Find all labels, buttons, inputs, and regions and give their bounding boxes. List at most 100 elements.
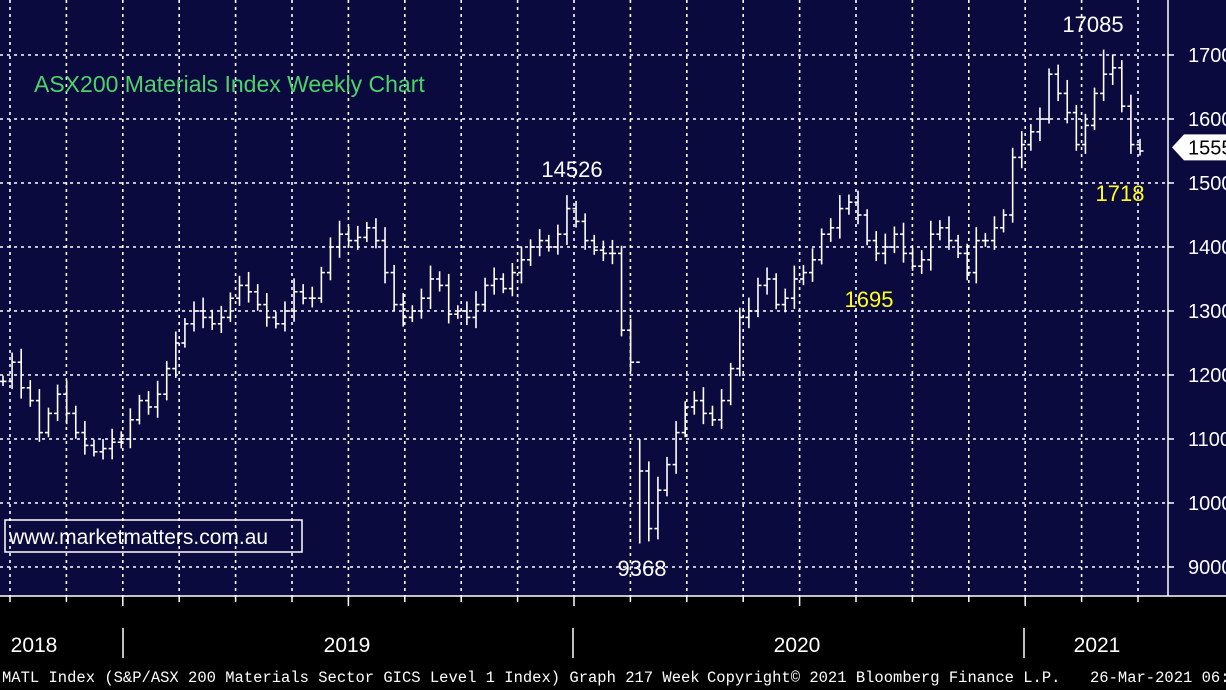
price-bar: [736, 307, 744, 377]
price-bar: [417, 288, 425, 319]
price-bar: [390, 264, 398, 311]
price-bar: [1100, 49, 1108, 102]
price-bar: [299, 284, 307, 305]
price-bar: [809, 248, 817, 282]
price-bar: [517, 246, 525, 284]
price-bar: [372, 218, 380, 249]
price-bar: [172, 331, 180, 378]
watermark-box: [4, 519, 303, 553]
price-bar: [117, 431, 125, 449]
price-bar: [836, 195, 844, 239]
y-tick-label: 15000: [1188, 173, 1226, 195]
last-price-tag-shape: [1172, 134, 1226, 161]
price-bar: [845, 194, 853, 215]
annotation-high-2021: 17085: [1062, 12, 1123, 37]
x-tick-label: 2019: [324, 634, 371, 657]
price-bar: [872, 231, 880, 262]
price-bar: [317, 266, 325, 303]
footer-date: 26-Mar-2021 06:: [1090, 669, 1226, 687]
price-bar: [1091, 87, 1099, 131]
price-bar: [972, 227, 980, 284]
price-bar: [754, 277, 762, 318]
price-bar: [563, 195, 571, 245]
price-bar: [1127, 94, 1135, 154]
price-bar: [345, 226, 353, 247]
price-bar: [763, 267, 771, 295]
price-bar: [1054, 64, 1062, 102]
price-bar: [181, 318, 189, 348]
price-bar: [217, 305, 225, 334]
x-tick-label: 2020: [774, 634, 821, 657]
y-tick-label: 13000: [1188, 301, 1226, 323]
price-bar: [890, 226, 898, 254]
price-bar: [981, 232, 989, 247]
price-bar: [1027, 124, 1035, 151]
price-bar: [572, 200, 580, 228]
price-bar: [163, 360, 171, 401]
price-bar: [17, 348, 25, 399]
price-bar: [1045, 68, 1053, 124]
price-bar: [354, 225, 362, 250]
price-bar: [854, 190, 862, 225]
price-bar: [699, 387, 707, 425]
price-bar: [290, 278, 298, 322]
price-bar: [727, 362, 735, 406]
price-bar: [436, 271, 444, 292]
price-bar: [581, 213, 589, 250]
price-bar: [490, 267, 498, 295]
price-bar: [863, 209, 871, 246]
last-price-label: 15556: [1188, 137, 1226, 159]
price-bar: [1081, 113, 1089, 154]
price-bar: [627, 318, 635, 372]
price-bar: [1072, 104, 1080, 151]
price-bar: [81, 421, 89, 455]
price-bar: [954, 234, 962, 259]
price-bar: [63, 380, 71, 425]
price-bar: [608, 239, 616, 265]
price-bar: [190, 301, 198, 332]
y-tick-label: 17000: [1188, 45, 1226, 67]
price-bar: [8, 352, 16, 390]
footer-copyright: Copyright© 2021 Bloomberg Finance L.P.: [707, 669, 1060, 687]
price-bar: [99, 439, 107, 460]
annotation-high-2019: 14526: [541, 157, 602, 182]
price-bar: [399, 293, 407, 327]
price-bar: [799, 264, 807, 286]
price-bar: [1009, 147, 1017, 223]
y-tick-label: 14000: [1188, 237, 1226, 259]
price-bar: [463, 301, 471, 326]
x-tick-label: 2018: [11, 634, 58, 657]
y-tick-label: 10000: [1188, 493, 1226, 515]
price-bar: [445, 273, 453, 324]
price-bar: [54, 384, 62, 422]
footer-index-description: MATL Index (S&P/ASX 200 Materials Sector…: [2, 669, 700, 687]
price-bar: [636, 361, 644, 544]
annotation-yellow-1718: 1718: [1096, 181, 1145, 206]
price-bar: [1018, 131, 1026, 169]
price-bar: [545, 234, 553, 252]
price-bar: [881, 233, 889, 265]
price-bar: [108, 428, 116, 460]
price-bar: [44, 407, 52, 438]
price-bar: [599, 240, 607, 262]
annotation-low-2020: 9368: [618, 556, 667, 581]
price-bar: [654, 476, 662, 540]
price-bar: [508, 263, 516, 297]
x-tick-label: 2021: [1074, 634, 1121, 657]
y-tick-label: 11000: [1188, 429, 1226, 451]
price-bar: [336, 220, 344, 258]
price-bar: [536, 229, 544, 257]
y-axis-ticks: 9000 10000 11000 12000 13000 14000 15000 16000 1…: [1168, 45, 1226, 579]
price-bar: [281, 301, 289, 332]
price-bar: [272, 311, 280, 329]
price-bar: [245, 271, 253, 303]
price-bars: [0, 49, 1144, 544]
annotation-yellow-1695: 1695: [845, 287, 894, 312]
price-bar: [235, 275, 243, 306]
price-bar: [554, 224, 562, 255]
price-bar: [135, 394, 143, 425]
price-bar: [645, 461, 653, 542]
y-tick-label: 9000: [1188, 557, 1226, 579]
price-bar: [481, 277, 489, 311]
